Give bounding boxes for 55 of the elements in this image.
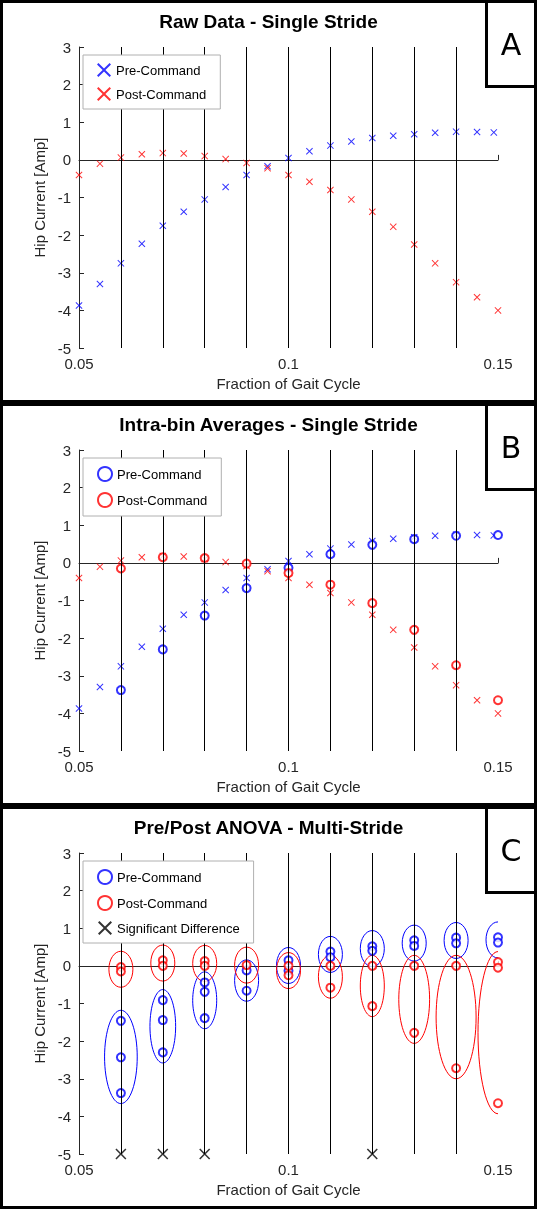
y-tick-label: -4 [57,1107,71,1125]
x-axis-title: Fraction of Gait Cycle [216,1180,361,1198]
y-tick-label: -2 [57,1032,71,1050]
chart-title: Pre/Post ANOVA - Multi-Stride [133,817,404,838]
y-tick-label: 1 [62,516,71,534]
y-tick-label: -3 [57,667,71,685]
text: A [485,0,537,88]
y-tick-label: 3 [62,844,71,862]
y-tick-label: 3 [62,441,71,459]
x-tick-label: 0.05 [64,758,94,775]
legend-label: Pre-Command [117,466,202,482]
legend-label: Post-Command [116,86,207,102]
x-tick-label: 0.05 [64,1161,94,1178]
y-axis-title: Hip Current [Amp] [30,540,48,661]
y-tick-label: 1 [62,919,71,937]
text: B [485,403,537,491]
chart-title: Intra-bin Averages - Single Stride [119,414,418,435]
legend-label: Pre-Command [116,62,201,78]
y-tick-label: -2 [57,629,71,647]
legend-label: Post-Command [117,492,208,508]
y-tick-label: 0 [62,554,71,572]
y-tick-label: 2 [62,479,71,497]
y-tick-label: -4 [57,704,71,722]
legend-label: Significant Difference [117,920,240,936]
text: C [485,806,537,894]
y-tick-label: 2 [62,882,71,900]
y-tick-label: -1 [57,189,71,206]
y-tick-label: 3 [62,38,71,56]
x-tick-label: 0.15 [483,355,513,372]
y-tick-label: -4 [57,301,71,319]
x-tick-label: 0.15 [483,758,513,775]
y-tick-label: -2 [57,226,71,244]
x-axis-title: Fraction of Gait Cycle [216,374,361,392]
y-tick-label: 0 [62,151,71,169]
x-tick-label: 0.15 [483,1161,513,1178]
y-tick-label: -5 [57,1145,71,1163]
chart-title: Raw Data - Single Stride [159,11,378,32]
y-tick-label: 1 [62,113,71,131]
x-axis-title: Fraction of Gait Cycle [216,777,361,795]
legend-label: Pre-Command [117,869,202,885]
y-tick-label: 0 [62,957,71,975]
y-tick-label: -1 [57,592,71,609]
x-tick-label: 0.1 [278,1161,299,1178]
x-tick-label: 0.1 [278,758,299,775]
legend-label: Post-Command [117,895,208,911]
y-tick-label: -3 [57,1070,71,1088]
y-tick-label: -3 [57,264,71,282]
y-tick-label: 2 [62,76,71,94]
x-tick-label: 0.05 [64,355,94,372]
y-tick-label: -5 [57,742,71,760]
y-tick-label: -5 [57,339,71,357]
y-axis-title: Hip Current [Amp] [30,137,48,258]
y-tick-label: -1 [57,995,71,1012]
x-tick-label: 0.1 [278,355,299,372]
y-axis-title: Hip Current [Amp] [30,943,48,1064]
